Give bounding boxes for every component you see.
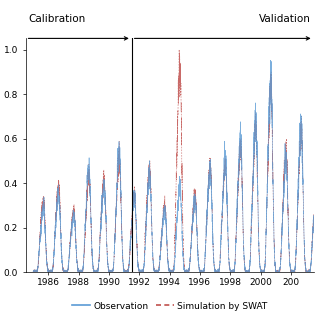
Text: Validation: Validation <box>259 14 311 24</box>
Legend: Observation, Simulation by SWAT: Observation, Simulation by SWAT <box>68 298 271 314</box>
Text: Calibration: Calibration <box>28 14 86 24</box>
